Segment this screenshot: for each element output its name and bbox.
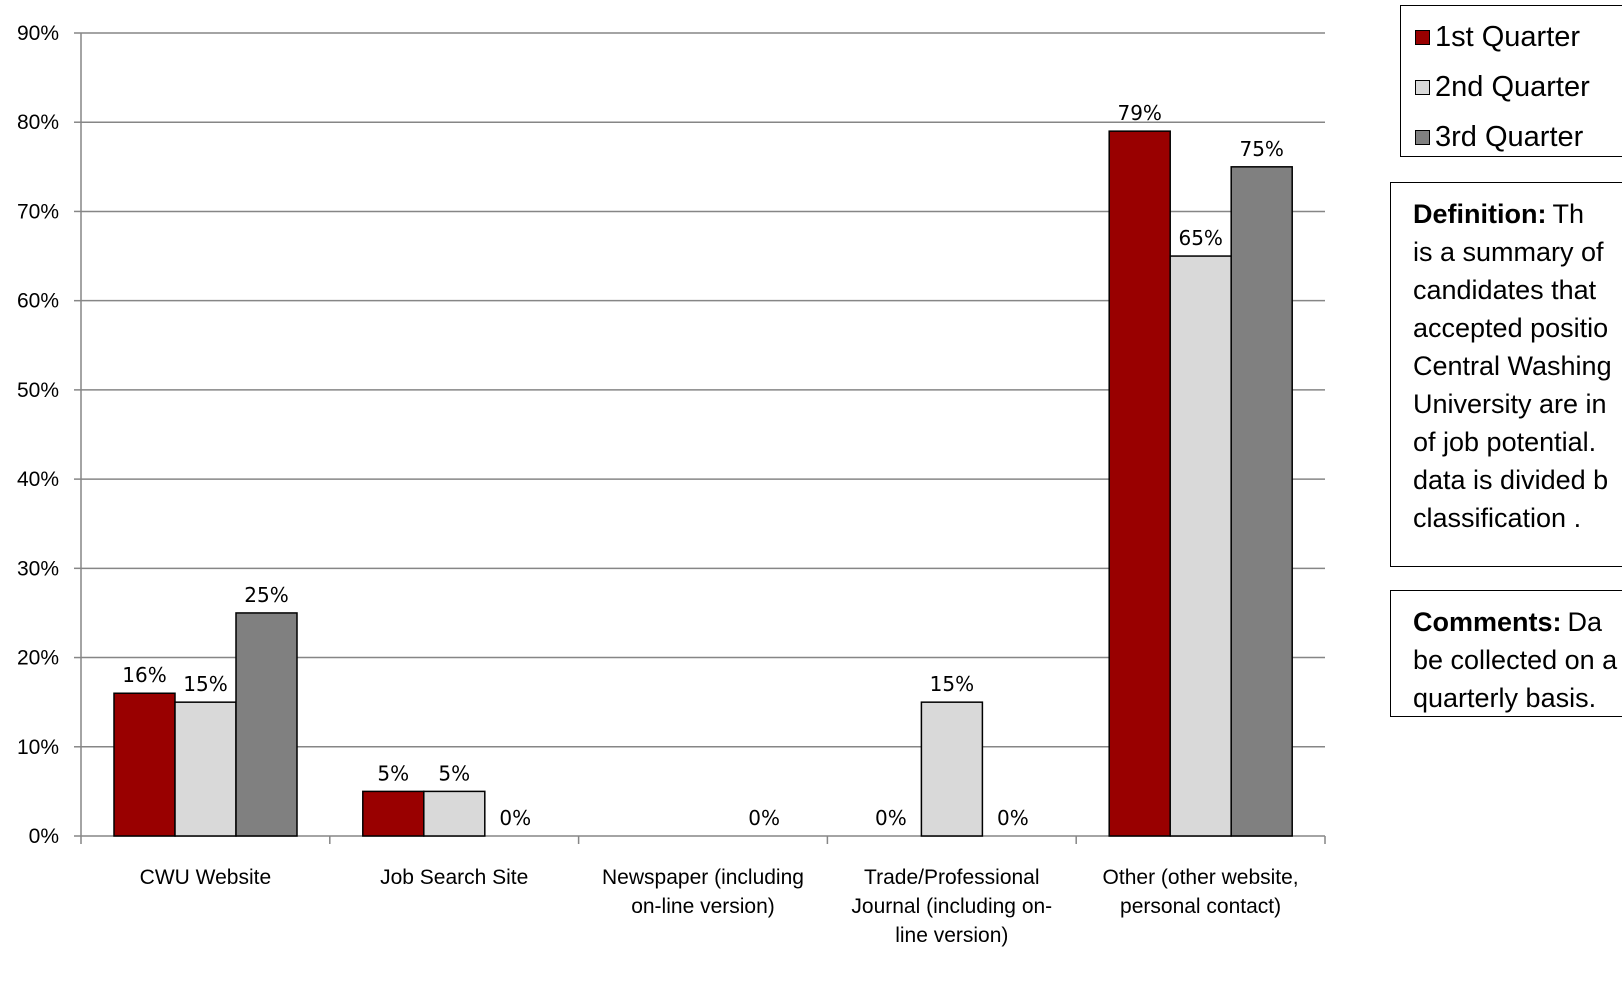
legend-label-q1: 1st Quarter — [1435, 20, 1581, 53]
x-tick-label: CWU Website — [140, 866, 271, 889]
definition-line: University are in — [1413, 389, 1607, 419]
data-label: 79% — [1117, 101, 1161, 125]
legend-swatch-q1 — [1415, 29, 1430, 45]
y-tick-label: 90% — [17, 22, 59, 45]
data-label: 5% — [438, 761, 470, 785]
data-label: 16% — [122, 663, 166, 687]
definition-line: Definition: Th — [1413, 195, 1622, 233]
data-label: 5% — [377, 761, 409, 785]
x-tick-label-line: Trade/Professional — [864, 866, 1039, 889]
y-tick-label: 40% — [17, 468, 59, 491]
data-label: 25% — [244, 583, 288, 607]
legend-swatch-q2 — [1415, 79, 1430, 95]
legend-item-q3: 3rd Quarter — [1415, 117, 1583, 157]
comments-text: Da — [1567, 607, 1603, 637]
x-tick-label: Trade/Professional Journal (including on-… — [851, 866, 1052, 947]
y-tick-label: 20% — [17, 647, 59, 670]
bar — [174, 701, 237, 837]
data-label: 0% — [499, 806, 531, 830]
bar — [1108, 130, 1171, 837]
x-tick-label: Newspaper (including on-line version) — [602, 866, 804, 918]
y-tick-label: 80% — [17, 111, 59, 134]
x-tick-label: Other (other website, personal contact) — [1103, 866, 1299, 918]
data-label: 0% — [748, 806, 780, 830]
bar — [920, 701, 984, 837]
x-tick-label-line: Journal (including on- — [851, 895, 1052, 918]
bar — [423, 790, 486, 837]
axes: 0% 10% 20% 30% 40% 50% 60% 70% 80% 90% CWU Website… — [17, 22, 1326, 947]
x-tick-label-line: Newspaper (including — [602, 866, 804, 889]
definition-line: Central Washing — [1413, 351, 1612, 381]
definition-line: accepted positio — [1413, 313, 1609, 343]
comments-line: quarterly basis. — [1413, 683, 1597, 713]
x-tick-label-line: personal contact) — [1120, 895, 1281, 918]
bar — [362, 790, 425, 837]
definition-box: Definition: Th is a summary of candidates… — [1390, 182, 1622, 567]
y-tick-label: 30% — [17, 557, 59, 580]
definition-line: candidates that — [1413, 275, 1597, 305]
x-tick-label-line: Other (other website, — [1103, 866, 1299, 889]
data-label: 75% — [1239, 137, 1283, 161]
definition-line: data is divided b — [1413, 465, 1609, 495]
data-label: 65% — [1178, 226, 1222, 250]
y-tick-label: 60% — [17, 290, 59, 313]
bar — [1169, 255, 1232, 837]
definition-line: is a summary of — [1413, 237, 1604, 267]
legend-label-q2: 2nd Quarter — [1435, 70, 1590, 103]
data-label: 15% — [930, 672, 974, 696]
y-tick-label: 50% — [17, 379, 59, 402]
x-tick-label: Job Search Site — [380, 866, 528, 889]
legend-item-q1: 1st Quarter — [1415, 17, 1580, 57]
data-label: 15% — [183, 672, 227, 696]
definition-line: classification . — [1413, 503, 1582, 533]
y-tick-label: 0% — [29, 825, 59, 848]
comments-line: Comments: Da — [1413, 603, 1622, 641]
x-tick-label-line: line version) — [895, 924, 1008, 947]
x-tick-label-line: Job Search Site — [380, 866, 528, 889]
legend-label-q3: 3rd Quarter — [1435, 120, 1584, 153]
definition-line: of job potential. — [1413, 427, 1597, 457]
chart-legend: 1st Quarter 2nd Quarter 3rd Quarter — [1400, 5, 1622, 157]
y-tick-label: 10% — [17, 736, 59, 759]
data-label: 0% — [875, 806, 907, 830]
data-labels: 16% 5% 79% 15% 5% 15% 65% 25% 0% 0% 0% 75% 0% — [122, 101, 1284, 830]
x-tick-label-line: on-line version) — [631, 895, 775, 918]
definition-heading: Definition: — [1413, 199, 1547, 229]
bar — [1230, 166, 1293, 837]
y-tick-label: 70% — [17, 200, 59, 223]
comments-line: be collected on a — [1413, 645, 1618, 675]
x-tick-label-line: CWU Website — [140, 866, 271, 889]
comments-heading: Comments: — [1413, 607, 1562, 637]
definition-text: Th — [1552, 199, 1584, 229]
bar — [235, 612, 298, 837]
bar — [113, 692, 176, 837]
legend-swatch-q3 — [1415, 129, 1430, 145]
data-label: 0% — [997, 806, 1029, 830]
bars — [113, 130, 1293, 837]
comments-box: Comments: Da be collected on a quarterly … — [1390, 590, 1622, 717]
legend-item-q2: 2nd Quarter — [1415, 67, 1590, 107]
